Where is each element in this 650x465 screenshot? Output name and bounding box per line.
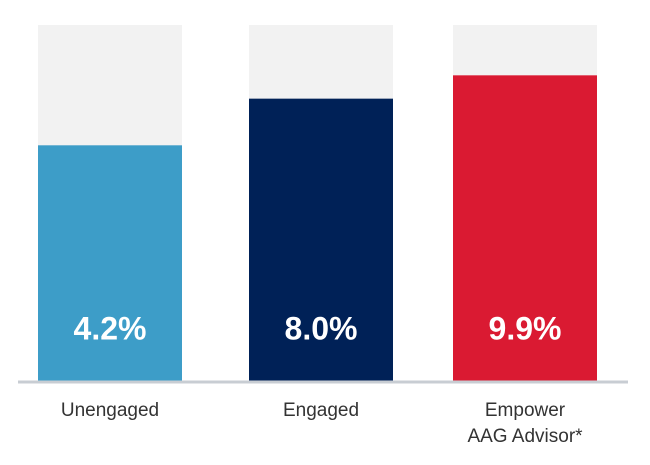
bar	[38, 145, 182, 381]
bar	[453, 75, 597, 382]
bar	[249, 98, 393, 381]
value-label: 4.2%	[74, 310, 147, 346]
category-label: Engaged	[282, 400, 360, 421]
value-label: 8.0%	[285, 310, 358, 346]
category-label: Unengaged	[60, 400, 160, 421]
value-label: 9.9%	[489, 310, 562, 346]
category-label: Empower AAG Advisor*	[467, 400, 583, 447]
